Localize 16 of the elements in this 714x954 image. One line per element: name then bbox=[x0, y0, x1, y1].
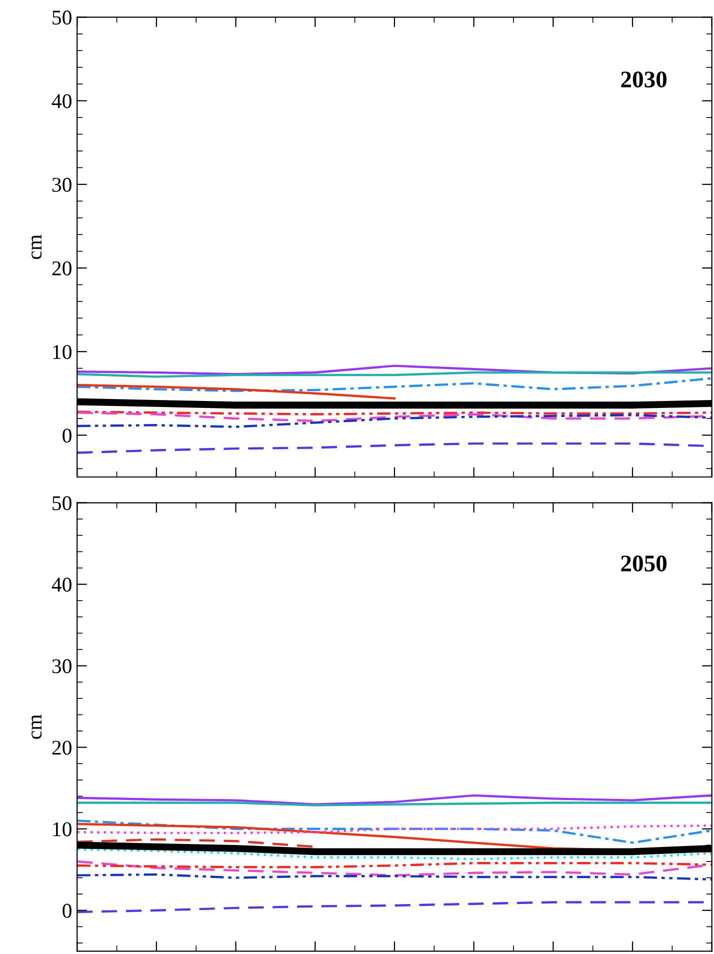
y-tick-label: 30 bbox=[52, 659, 72, 674]
y-axis-title: cm bbox=[32, 714, 42, 739]
y-tick-label: 10 bbox=[53, 344, 72, 360]
y-tick-label: 30 bbox=[52, 178, 72, 192]
y-tick-label: 0 bbox=[62, 428, 72, 443]
annotation: 2030 bbox=[621, 72, 667, 88]
y-tick-label: 0 bbox=[62, 904, 72, 918]
y-tick-label: 20 bbox=[52, 261, 72, 276]
y-tick-label: 50 bbox=[52, 496, 72, 510]
y-tick-label: 20 bbox=[52, 740, 72, 755]
y-tick-label: 40 bbox=[52, 578, 72, 592]
y-tick-label: 50 bbox=[52, 10, 72, 25]
annotation: 2050 bbox=[621, 556, 667, 572]
y-tick-label: 40 bbox=[52, 94, 72, 108]
y-axis-title: cm bbox=[32, 234, 42, 260]
y-tick-label: 10 bbox=[53, 822, 72, 836]
